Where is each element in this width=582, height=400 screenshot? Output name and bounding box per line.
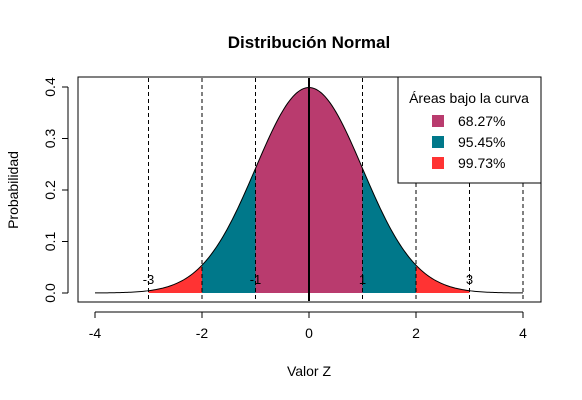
legend-swatch: [432, 136, 444, 148]
annotation-label: 1: [359, 272, 366, 287]
legend-title: Áreas bajo la curva: [409, 90, 529, 106]
x-tick-label: 2: [412, 325, 420, 341]
x-axis: -4 -2 0 2 4: [89, 311, 527, 341]
y-tick-label: 0.4: [42, 77, 58, 97]
x-tick-label: -4: [89, 325, 102, 341]
plot-frame: [77, 76, 542, 303]
y-axis-label: Probabilidad: [5, 151, 21, 229]
annotation-label: -1: [250, 272, 262, 287]
legend-box: [397, 76, 542, 184]
legend-swatch: [432, 115, 444, 127]
legend-swatch: [432, 157, 444, 169]
annotation-label: 3: [466, 272, 473, 287]
x-tick-label: 4: [519, 325, 527, 341]
chart-title: Distribución Normal: [228, 33, 390, 52]
legend-entry-label: 95.45%: [458, 134, 505, 150]
y-tick-label: 0.1: [42, 232, 58, 252]
y-axis: 0.0 0.1 0.2 0.3 0.4: [42, 77, 69, 303]
y-tick-label: 0.2: [42, 180, 58, 200]
y-tick-label: 0.3: [42, 129, 58, 149]
x-tick-label: 0: [305, 325, 313, 341]
x-axis-label: Valor Z: [287, 363, 332, 379]
y-tick-label: 0.0: [42, 283, 58, 303]
annotation-label: -3: [143, 272, 155, 287]
legend-entry-label: 99.73%: [458, 155, 505, 171]
x-tick-label: -2: [196, 325, 209, 341]
legend: Áreas bajo la curva 68.27% 95.45% 99.73%: [397, 76, 542, 184]
plot-layer: -3 -1 1 3: [94, 78, 524, 301]
legend-entry-label: 68.27%: [458, 113, 505, 129]
